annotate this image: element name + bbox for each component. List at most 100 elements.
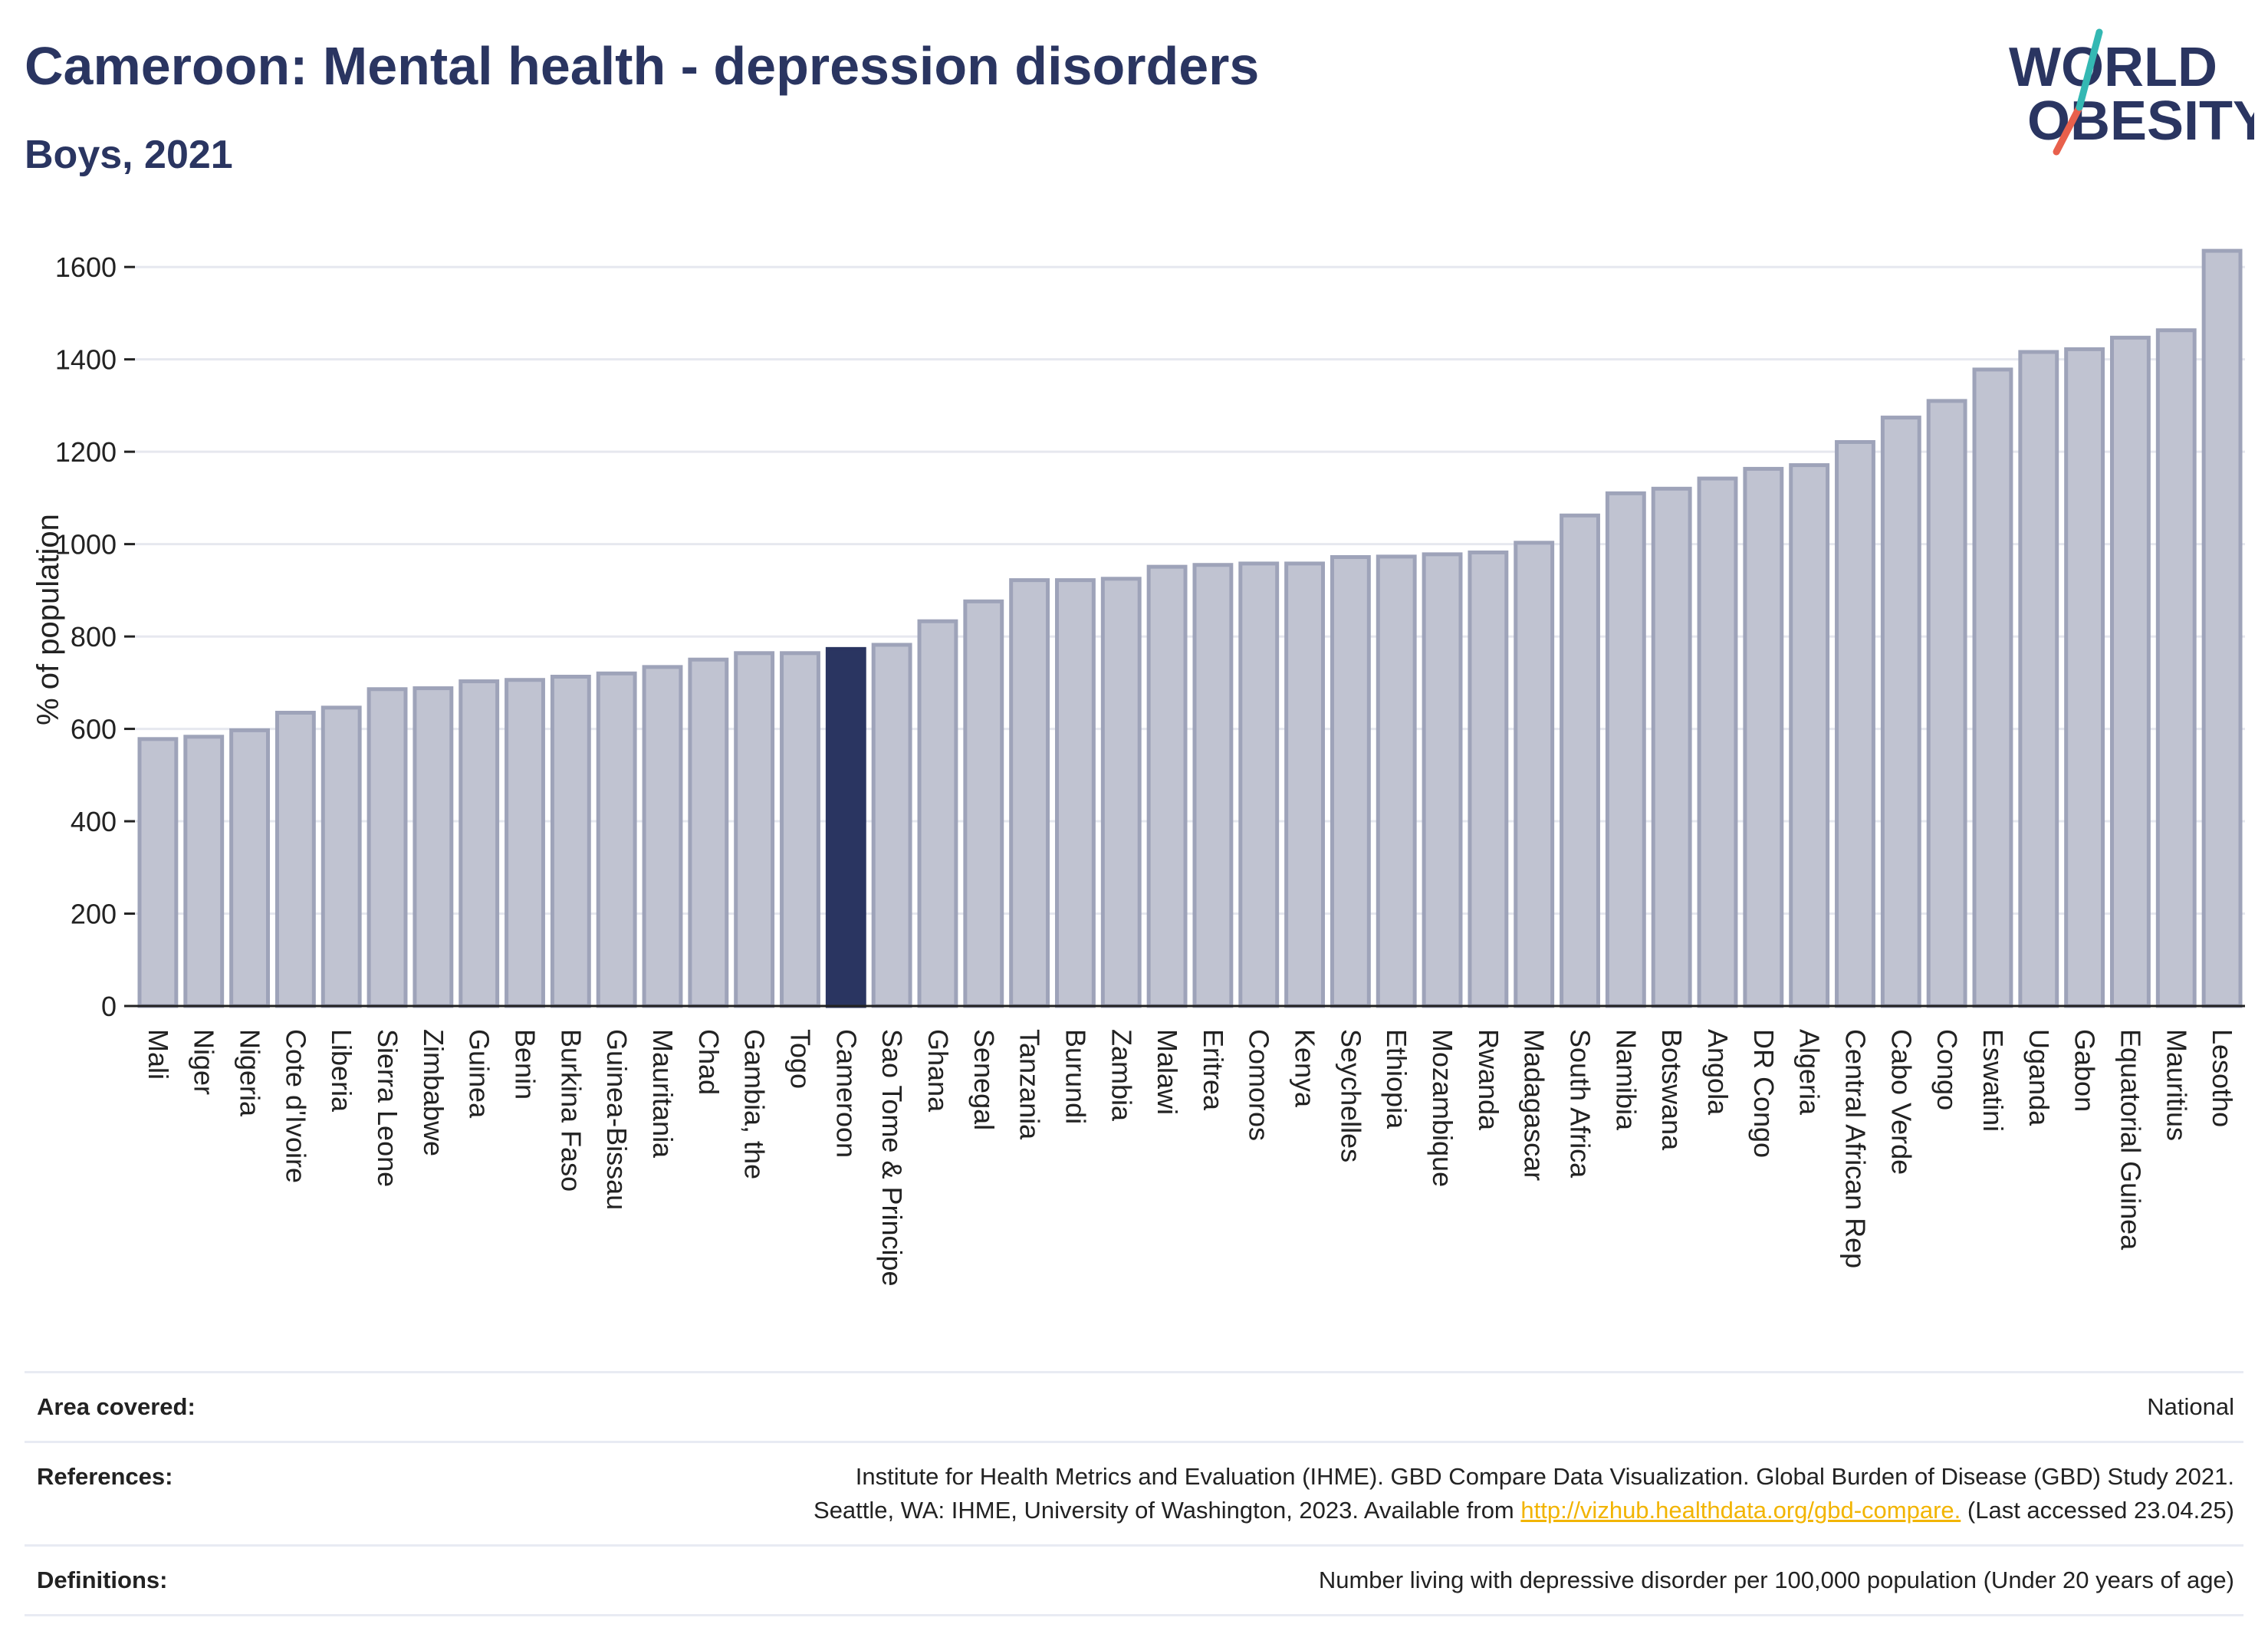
x-tick-label: Namibia bbox=[1610, 1029, 1642, 1131]
area-value: National bbox=[2147, 1393, 2234, 1420]
bar bbox=[1146, 564, 1188, 1008]
x-tick-label: Benin bbox=[510, 1029, 541, 1100]
bar bbox=[1468, 550, 1509, 1008]
x-tick-label: Tanzania bbox=[1014, 1029, 1046, 1140]
x-tick-label: South Africa bbox=[1565, 1029, 1596, 1179]
info-row-area: Area covered: National bbox=[25, 1371, 2243, 1441]
x-tick-label: Algeria bbox=[1794, 1029, 1826, 1116]
x-tick-label: Gambia, the bbox=[739, 1029, 771, 1179]
x-tick-label: DR Congo bbox=[1748, 1029, 1780, 1158]
references-label: References: bbox=[37, 1463, 173, 1490]
references-link[interactable]: http://vizhub.healthdata.org/gbd-compare… bbox=[1520, 1497, 1961, 1524]
references-line1: Institute for Health Metrics and Evaluat… bbox=[855, 1463, 2234, 1490]
bar bbox=[734, 651, 775, 1008]
bar bbox=[1376, 554, 1417, 1008]
bar bbox=[1422, 552, 1463, 1008]
x-tick-label: Guinea-Bissau bbox=[601, 1029, 633, 1210]
x-tick-label: Uganda bbox=[2023, 1029, 2055, 1126]
bar bbox=[1284, 561, 1325, 1008]
x-tick-label: Malawi bbox=[1152, 1029, 1183, 1115]
axes: 0 200 400 600 800 1000 1200 1400 1600 Mali Niger Ni… bbox=[55, 252, 2245, 1287]
y-tick-label: 400 bbox=[71, 806, 117, 837]
x-tick-label: Gabon bbox=[2069, 1029, 2101, 1112]
bar bbox=[2110, 335, 2151, 1008]
x-tick-label: Liberia bbox=[326, 1029, 357, 1113]
bar bbox=[413, 686, 454, 1008]
x-tick-label: Central African Rep bbox=[1839, 1029, 1871, 1268]
bar bbox=[825, 646, 866, 1008]
chart-title: Cameroon: Mental health - depression dis… bbox=[25, 36, 1260, 96]
x-tick-label: Angola bbox=[1702, 1029, 1734, 1116]
y-tick-label: 1600 bbox=[55, 252, 117, 283]
bar bbox=[871, 643, 912, 1008]
y-axis-title: % of population bbox=[31, 514, 65, 725]
bar bbox=[459, 679, 500, 1008]
definitions-label: Definitions: bbox=[37, 1567, 168, 1593]
x-tick-label: Eswatini bbox=[1977, 1029, 2009, 1132]
bar bbox=[1880, 416, 1921, 1008]
bar bbox=[1330, 554, 1371, 1008]
bar bbox=[688, 657, 729, 1008]
bar bbox=[963, 599, 1004, 1008]
bar bbox=[1972, 367, 2013, 1008]
x-tick-label: Niger bbox=[189, 1029, 220, 1095]
bar bbox=[780, 651, 820, 1008]
bar bbox=[1835, 439, 1875, 1008]
x-tick-label: Mali bbox=[143, 1029, 174, 1080]
y-tick-label: 600 bbox=[71, 714, 117, 745]
world-obesity-logo: WORLD OBESITY bbox=[2009, 28, 2254, 156]
x-tick-label: Zimbabwe bbox=[418, 1029, 449, 1156]
x-tick-label: Eritrea bbox=[1198, 1029, 1229, 1111]
info-row-references: References: Institute for Health Metrics… bbox=[25, 1441, 2243, 1544]
bar bbox=[1926, 399, 1967, 1008]
bar bbox=[229, 728, 270, 1008]
bar bbox=[1238, 561, 1280, 1008]
bar bbox=[1514, 541, 1555, 1008]
info-row-definitions: Definitions: Number living with depressi… bbox=[25, 1544, 2243, 1616]
chart-subtitle: Boys, 2021 bbox=[25, 133, 233, 177]
bars bbox=[137, 248, 2243, 1008]
x-tick-label: Burkina Faso bbox=[555, 1029, 587, 1192]
x-tick-label: Cabo Verde bbox=[1885, 1029, 1917, 1175]
bar bbox=[2018, 350, 2059, 1008]
bar bbox=[1192, 563, 1234, 1008]
y-tick-label: 1400 bbox=[55, 344, 117, 376]
x-tick-label: Botswana bbox=[1656, 1029, 1688, 1151]
bar bbox=[1651, 486, 1692, 1008]
area-label: Area covered: bbox=[37, 1393, 196, 1420]
x-tick-label: Togo bbox=[784, 1029, 816, 1089]
bar bbox=[917, 619, 958, 1008]
x-tick-label: Sierra Leone bbox=[372, 1029, 403, 1187]
bar bbox=[137, 737, 179, 1008]
x-tick-label: Kenya bbox=[1290, 1029, 1321, 1108]
x-tick-label: Lesotho bbox=[2207, 1029, 2238, 1127]
bar bbox=[505, 678, 545, 1008]
references-line2-pre: Seattle, WA: IHME, University of Washing… bbox=[814, 1497, 1514, 1524]
x-tick-label: Burundi bbox=[1060, 1029, 1091, 1124]
y-tick-label: 1200 bbox=[55, 436, 117, 468]
bar bbox=[1697, 476, 1738, 1008]
x-tick-label: Cameroon bbox=[830, 1029, 862, 1158]
references-line2-post: (Last accessed 23.04.25) bbox=[1967, 1497, 2234, 1524]
logo-slash-teal bbox=[2076, 28, 2103, 111]
bar bbox=[2201, 248, 2243, 1008]
y-tick-label: 1000 bbox=[55, 529, 117, 561]
bar bbox=[550, 675, 591, 1008]
x-tick-label: Zambia bbox=[1106, 1029, 1137, 1122]
x-tick-label: Guinea bbox=[464, 1029, 495, 1119]
definitions-value: Number living with depressive disorder p… bbox=[1318, 1567, 2234, 1593]
x-tick-label: Chad bbox=[693, 1029, 725, 1095]
x-tick-label: Mauritania bbox=[647, 1029, 679, 1159]
bar bbox=[1100, 577, 1142, 1008]
bar bbox=[183, 735, 225, 1008]
references-value: Institute for Health Metrics and Evaluat… bbox=[814, 1460, 2234, 1527]
x-tick-label: Equatorial Guinea bbox=[2115, 1029, 2146, 1251]
bar bbox=[1009, 578, 1050, 1008]
x-tick-label: Seychelles bbox=[1335, 1029, 1366, 1162]
bar bbox=[596, 671, 637, 1008]
logo-slash-red bbox=[2053, 104, 2083, 156]
bar bbox=[320, 705, 362, 1008]
x-tick-label: Cote d'Ivoire bbox=[280, 1029, 311, 1183]
logo-line1: WORLD bbox=[2009, 37, 2217, 98]
bar bbox=[1560, 513, 1600, 1008]
